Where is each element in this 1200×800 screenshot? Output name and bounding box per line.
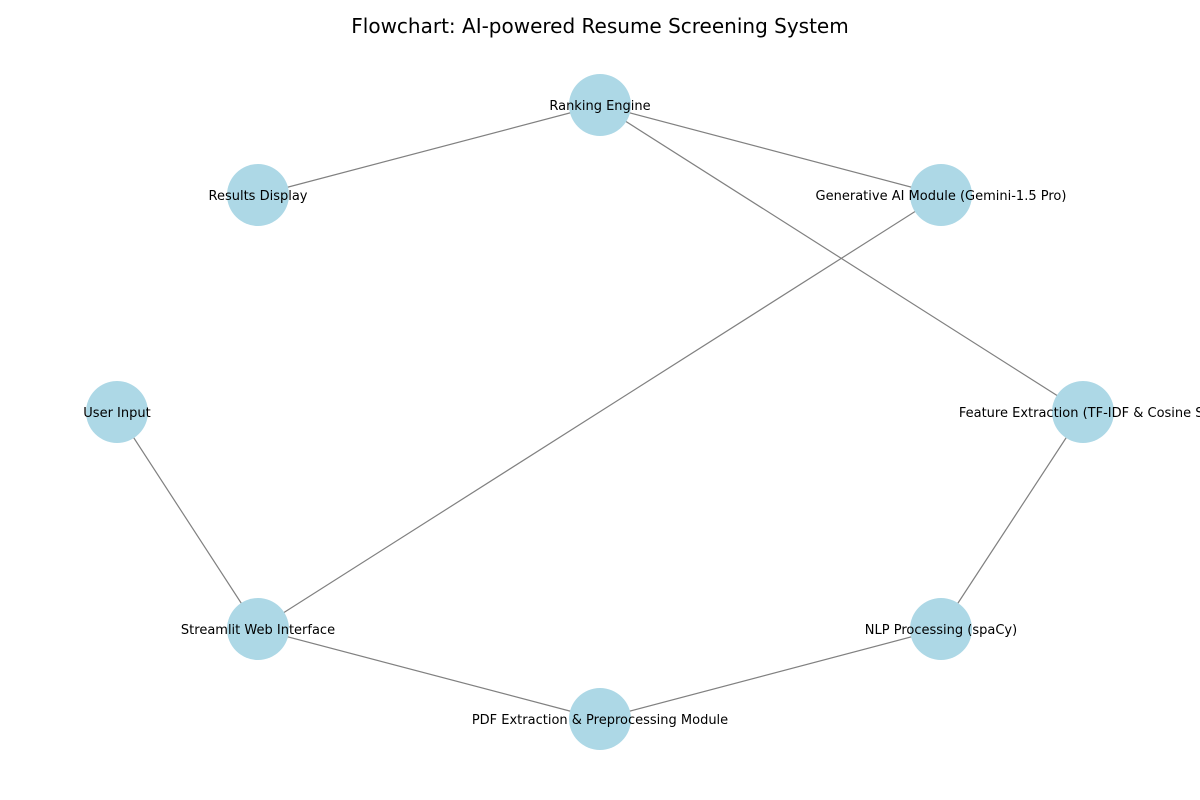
node-streamlit	[227, 598, 289, 660]
node-feature	[1052, 381, 1114, 443]
node-label-user: User Input	[83, 406, 150, 421]
edge-pdf-to-nlp	[599, 628, 942, 720]
node-label-genai: Generative AI Module (Gemini-1.5 Pro)	[816, 189, 1067, 204]
labels-layer: Ranking Engine Results Display Generative …	[83, 99, 1200, 728]
edge-streamlit-to-pdf	[257, 628, 601, 720]
node-user	[86, 381, 148, 443]
edge-nlp-to-feature	[940, 411, 1084, 630]
node-label-pdf: PDF Extraction & Preprocessing Module	[472, 713, 728, 728]
node-label-ranking: Ranking Engine	[549, 99, 650, 114]
node-ranking	[569, 74, 631, 136]
edge-ranking-to-genai	[599, 104, 942, 196]
node-pdf	[569, 688, 631, 750]
node-genai	[910, 164, 972, 226]
node-label-feature: Feature Extraction (TF-IDF & Cosine Si	[959, 406, 1200, 421]
node-nlp	[910, 598, 972, 660]
node-label-results: Results Display	[209, 189, 308, 204]
edge-ranking-to-results	[257, 104, 601, 196]
edge-user-to-streamlit	[116, 411, 259, 630]
diagram-title: Flowchart: AI-powered Resume Screening S…	[351, 14, 848, 38]
node-results	[227, 164, 289, 226]
node-label-nlp: NLP Processing (spaCy)	[865, 623, 1017, 638]
edge-genai-to-streamlit	[257, 194, 942, 630]
node-label-streamlit: Streamlit Web Interface	[181, 623, 335, 638]
nodes-layer	[86, 74, 1114, 750]
edges-layer	[116, 104, 1084, 720]
